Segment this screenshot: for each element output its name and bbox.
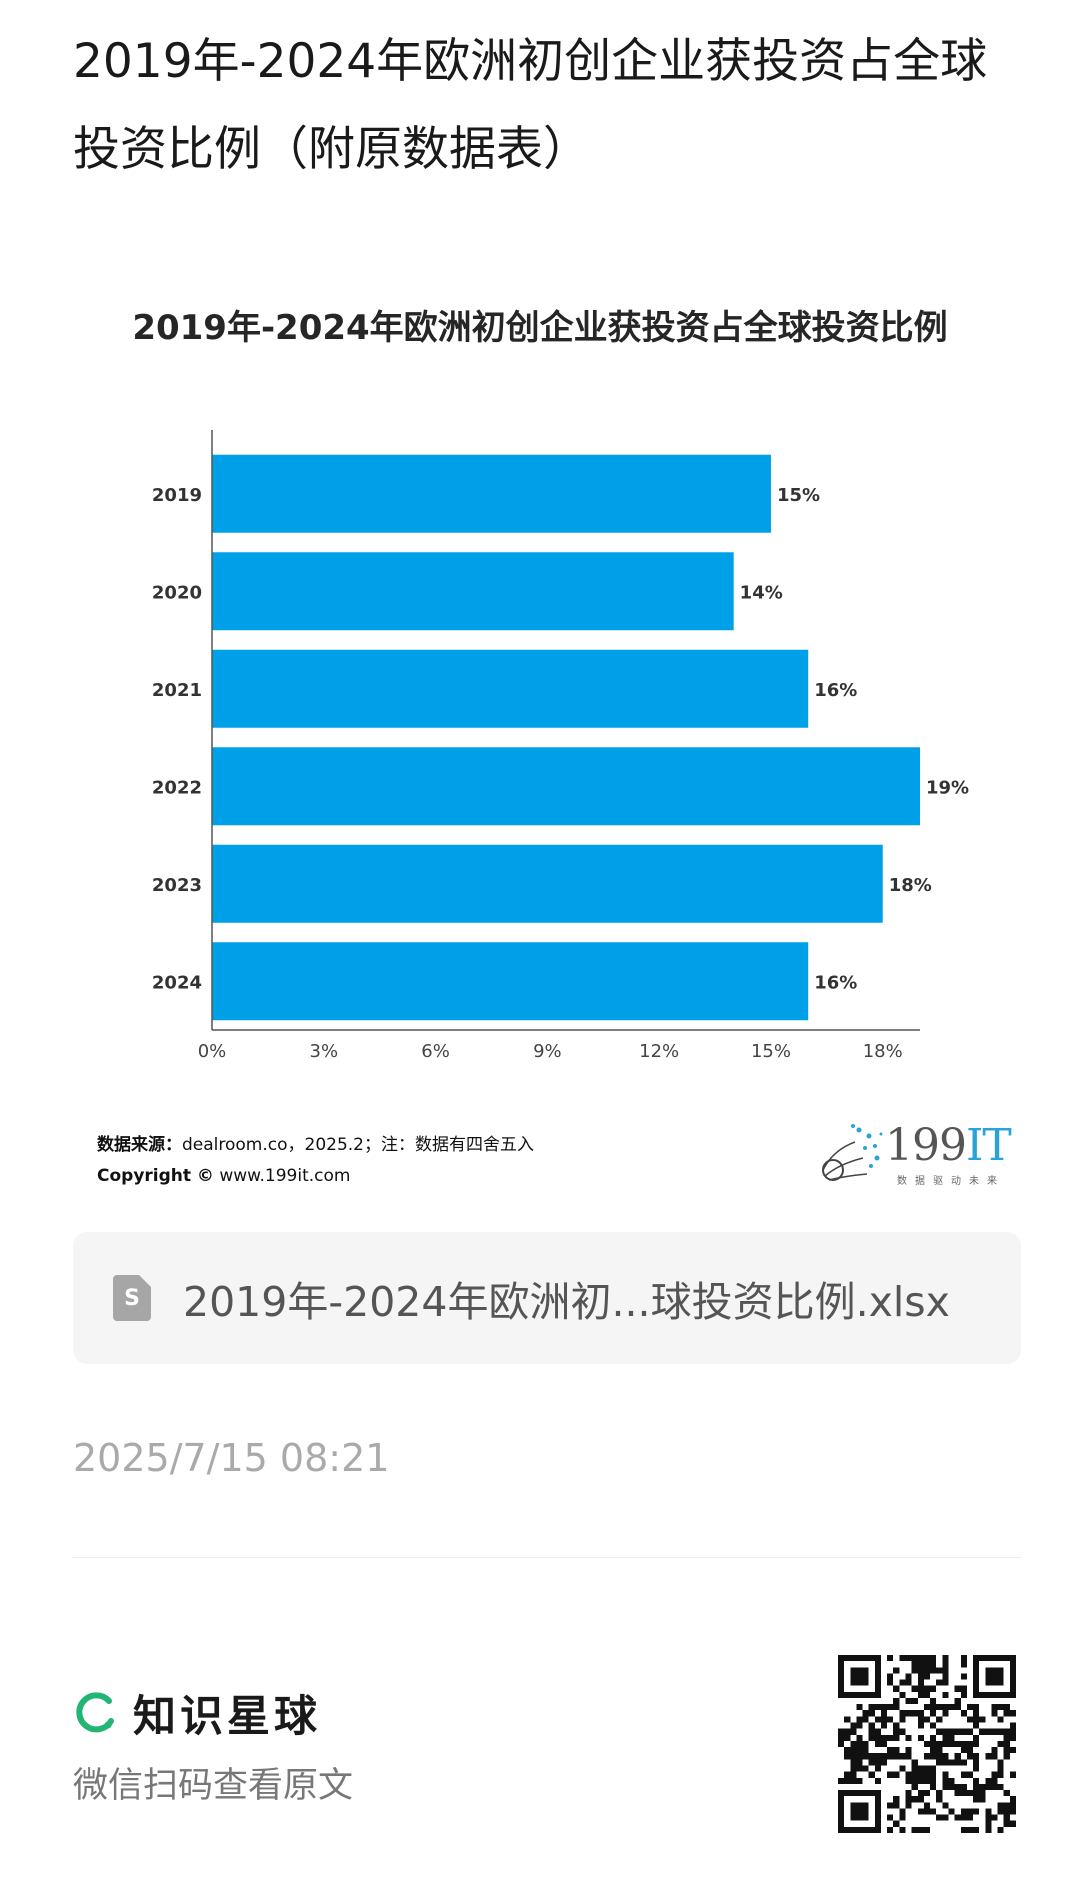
source-note: 数据来源：dealroom.co，2025.2；注：数据有四舍五入 Copyri… (97, 1130, 534, 1192)
bar-chart: 2019 15% 2020 14% 2021 16% 2022 19% 2023 18% 2024 1… (152, 430, 969, 1062)
value-label-2024: 16% (814, 972, 857, 993)
copyright-label: Copyright © (97, 1166, 214, 1186)
attachment-file-name: 2019年-2024年欧洲初...球投资比例.xlsx (183, 1278, 950, 1326)
x-tick-label: 12% (639, 1041, 679, 1062)
source-text: dealroom.co，2025.2；注：数据有四舍五入 (182, 1135, 535, 1155)
attachment-file-card[interactable]: S 2019年-2024年欧洲初...球投资比例.xlsx (73, 1232, 1021, 1364)
x-tick-label: 15% (751, 1041, 791, 1062)
category-label-2020: 2020 (152, 582, 202, 603)
logo-accent: IT (965, 1120, 1012, 1171)
bar-2019 (212, 454, 771, 533)
value-label-2020: 14% (740, 582, 783, 603)
post-timestamp: 2025/7/15 08:21 (73, 1436, 390, 1480)
bar-2022 (212, 747, 920, 826)
category-label-2023: 2023 (152, 875, 202, 896)
bar-2020 (212, 552, 734, 631)
x-tick-label: 9% (533, 1041, 562, 1062)
value-label-2022: 19% (926, 777, 969, 798)
spreadsheet-file-icon: S (113, 1275, 151, 1321)
source-label: 数据来源： (97, 1135, 182, 1155)
dandelion-icon (822, 1124, 883, 1181)
bar-2021 (212, 649, 809, 728)
divider (73, 1557, 1021, 1558)
bar-2024 (212, 942, 809, 1021)
category-label-2021: 2021 (152, 680, 202, 701)
copyright-text: www.199it.com (219, 1166, 351, 1186)
logo-main: 199 (885, 1120, 967, 1171)
199it-logo: 199IT 数据驱动未来 (815, 1120, 1012, 1190)
zsxq-brand: 知识星球 (73, 1682, 321, 1744)
x-tick-label: 3% (310, 1041, 339, 1062)
logo-tagline: 数据驱动未来 (897, 1176, 1005, 1187)
value-label-2019: 15% (777, 485, 820, 506)
post-title: 2019年-2024年欧洲初创企业获投资占全球投资比例（附原数据表） (73, 34, 988, 177)
category-label-2019: 2019 (152, 485, 202, 506)
scan-hint: 微信扫码查看原文 (73, 1766, 354, 1806)
brand-name: 知识星球 (133, 1692, 321, 1742)
x-tick-label: 6% (421, 1041, 450, 1062)
chart-title: 2019年-2024年欧洲初创企业获投资占全球投资比例 (132, 308, 948, 348)
qr-code (838, 1655, 1016, 1833)
value-label-2021: 16% (814, 680, 857, 701)
category-label-2022: 2022 (152, 777, 202, 798)
value-label-2023: 18% (889, 875, 932, 896)
x-tick-label: 18% (863, 1041, 903, 1062)
x-tick-label: 0% (198, 1041, 227, 1062)
category-label-2024: 2024 (152, 972, 202, 993)
bar-2023 (212, 844, 883, 923)
zsxq-logo-icon (76, 1692, 114, 1733)
